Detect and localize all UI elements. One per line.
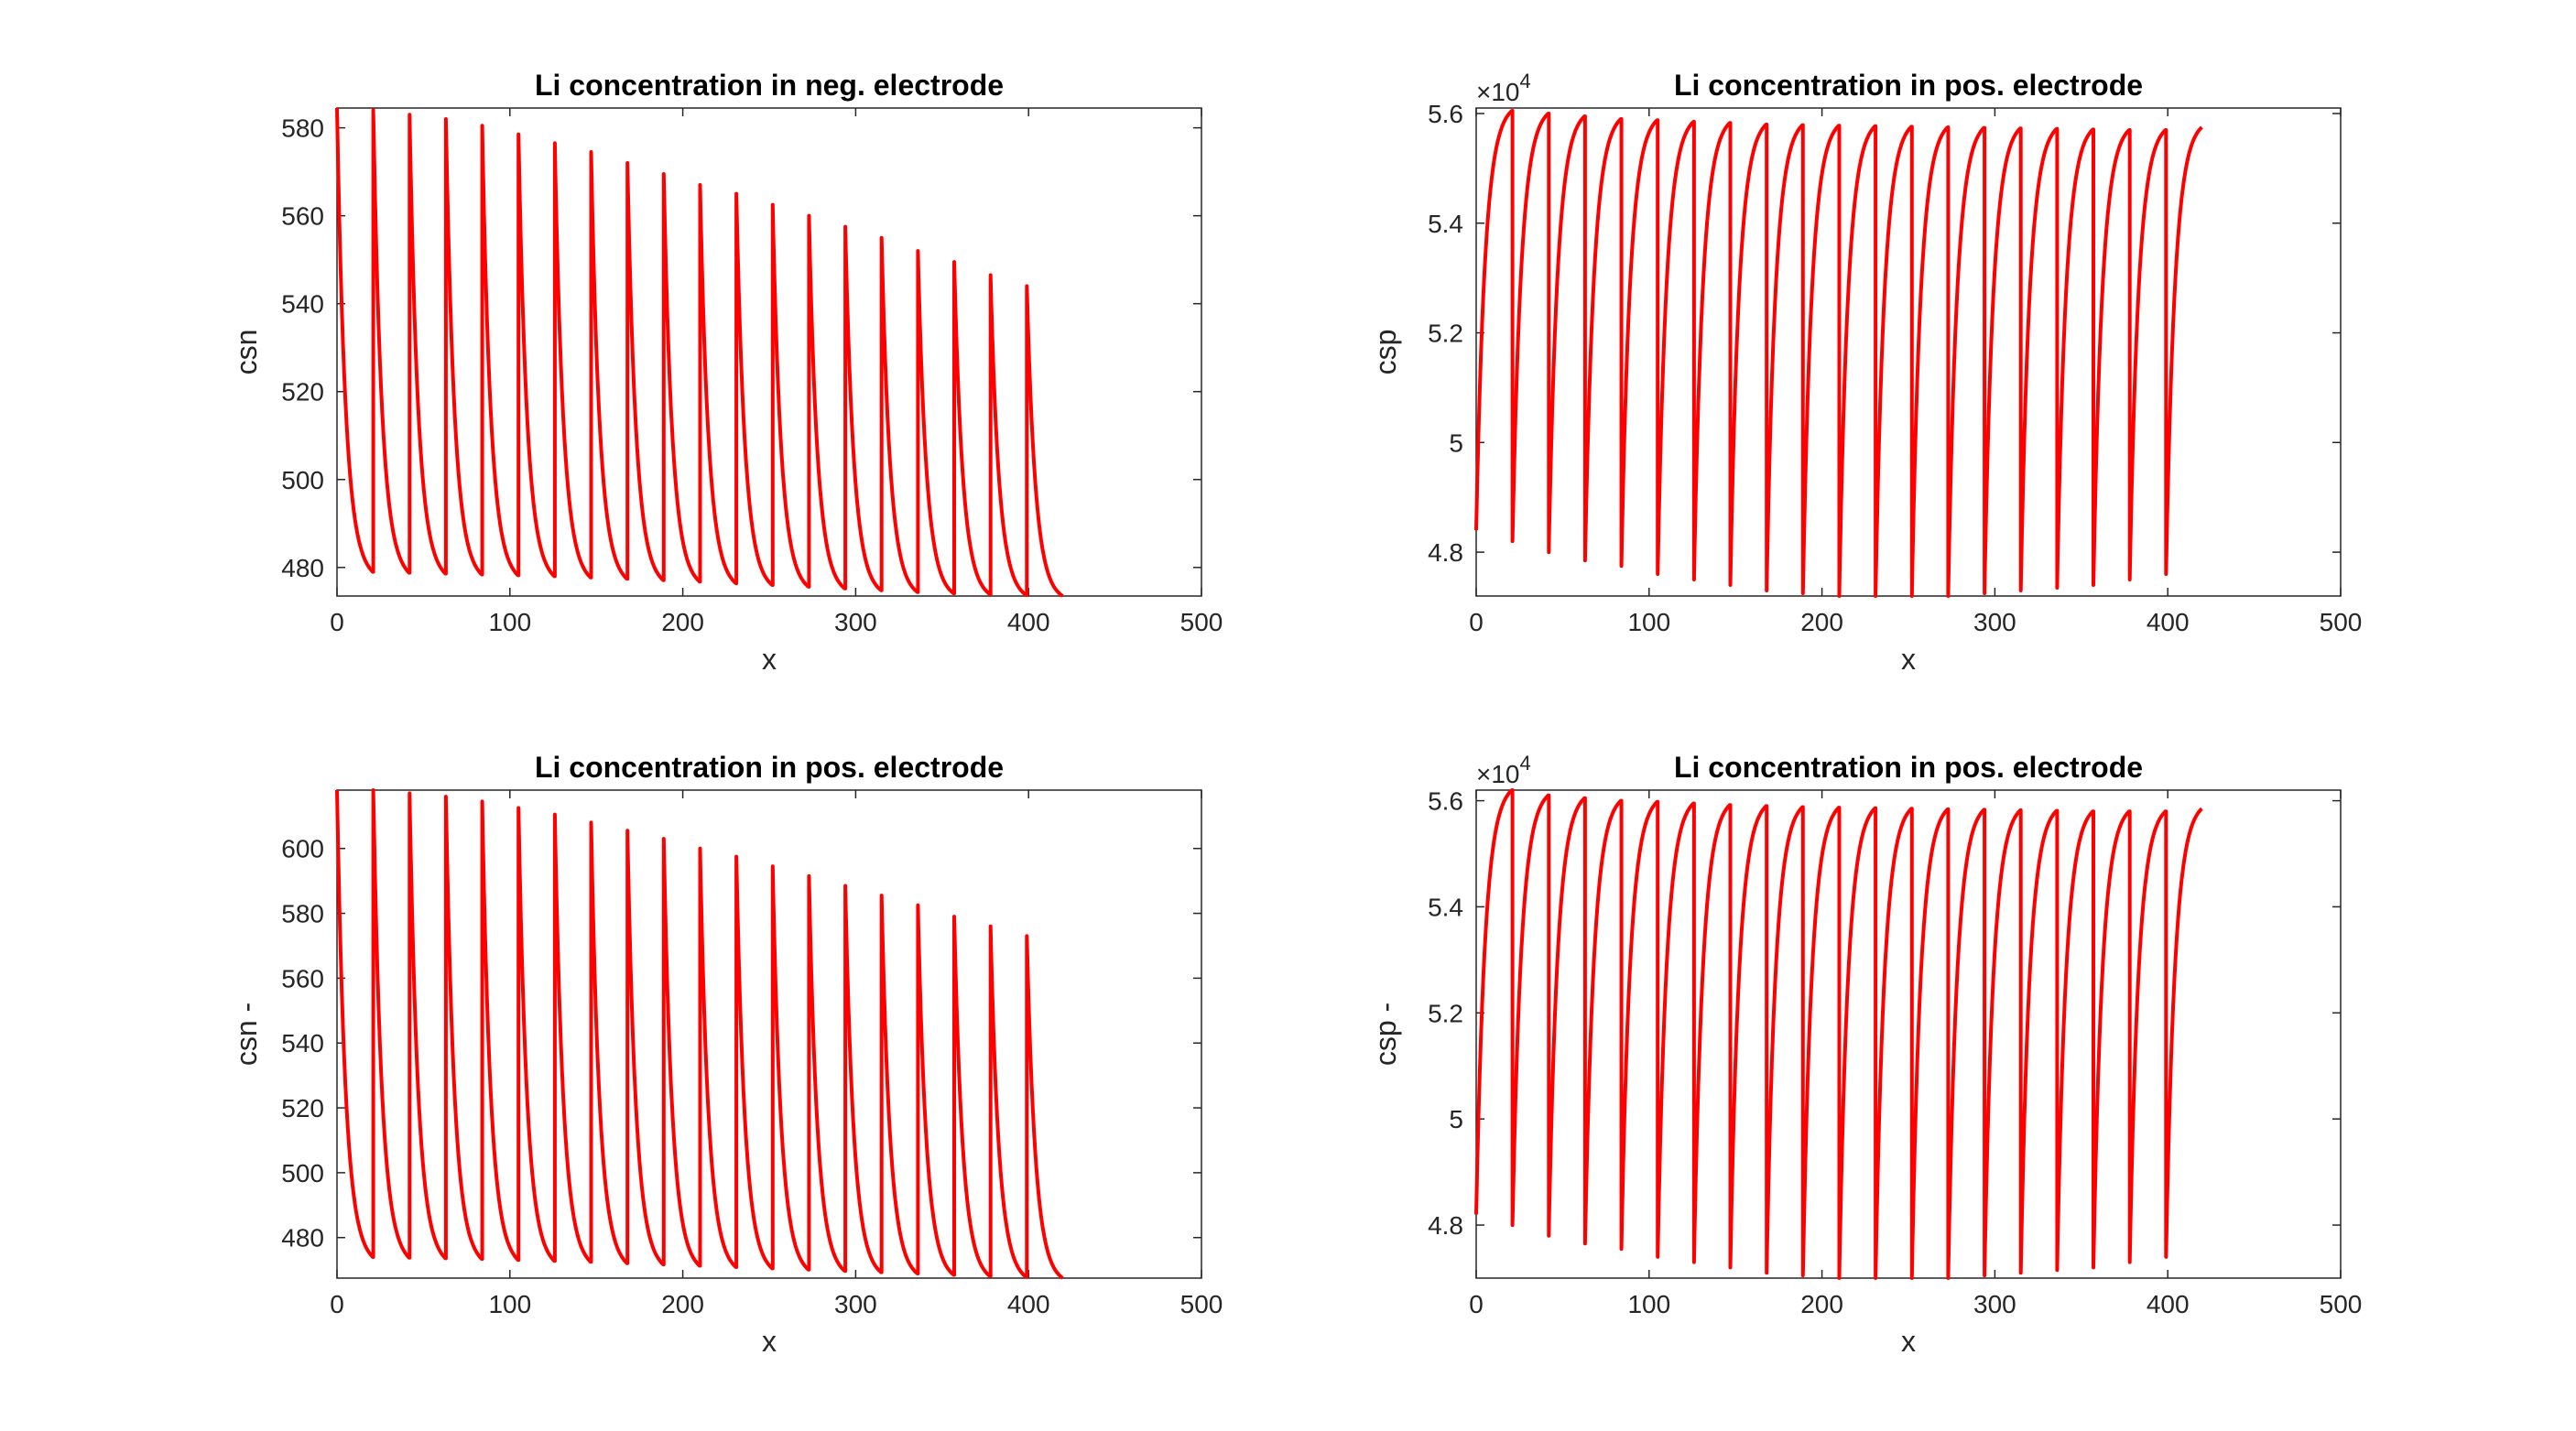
y-tick-label: 580: [281, 900, 324, 928]
x-tick-label: 0: [1469, 1290, 1484, 1318]
y-axis-label: csp -: [1369, 1003, 1402, 1066]
y-exponent-label: ×104: [1476, 752, 1531, 788]
chart-panel-top-right: 0 100 200 300 400 500 4.8 5 5.2 5.4 5.6 ×104 Li conc…: [1369, 69, 2362, 676]
axes-box: [1475, 107, 2342, 597]
y-tick-label: 560: [281, 964, 324, 992]
chart-panel-bottom-right: 0 100 200 300 400 500 4.8 5 5.2 5.4 5.6 ×104 Li conc…: [1369, 751, 2362, 1358]
y-tick-label: 520: [281, 378, 324, 407]
y-tick-label: 5.4: [1428, 893, 1463, 921]
axes-box: [336, 107, 1202, 597]
y-tick-label: 5.2: [1428, 999, 1463, 1027]
y-tick-label: 5: [1449, 1105, 1463, 1133]
chart-title: Li concentration in neg. electrode: [535, 69, 1004, 102]
x-axis-label: x: [762, 1325, 777, 1358]
x-axis-label: x: [1901, 643, 1916, 676]
x-tick-label: 200: [1800, 608, 1843, 636]
x-tick-label: 0: [330, 1290, 344, 1318]
y-tick-label: 5.2: [1428, 320, 1463, 348]
y-tick-label: 5: [1449, 428, 1463, 457]
series-line: [335, 788, 1064, 1280]
y-tick-label: 600: [281, 835, 324, 863]
x-tick-label: 300: [1973, 608, 2016, 636]
y-tick-label: 480: [281, 1224, 324, 1252]
y-exponent-label: ×104: [1476, 70, 1531, 106]
x-tick-label: 200: [661, 608, 704, 636]
y-tick-label: 580: [281, 114, 324, 143]
x-tick-label: 500: [1180, 1290, 1223, 1318]
chart-title: Li concentration in pos. electrode: [1674, 69, 2143, 102]
chart-title: Li concentration in pos. electrode: [1674, 751, 2143, 784]
y-tick-label: 4.8: [1428, 538, 1463, 567]
chart-panel-bottom-left: 0 100 200 300 400 500 480 500 520 540 560 580 600 Li …: [230, 751, 1223, 1358]
x-axis-label: x: [1901, 1325, 1916, 1358]
x-tick-label: 300: [1973, 1290, 2016, 1318]
x-tick-label: 400: [2147, 608, 2190, 636]
x-tick-label: 500: [2320, 1290, 2363, 1318]
series-line: [335, 107, 1064, 598]
y-tick-label: 500: [281, 466, 324, 494]
series-line: [1474, 109, 2203, 598]
y-tick-label: 5.6: [1428, 100, 1463, 128]
y-tick-label: 540: [281, 1029, 324, 1057]
y-axis-label: csn -: [230, 1003, 263, 1066]
y-tick-label: 4.8: [1428, 1211, 1463, 1240]
y-tick-label: 520: [281, 1094, 324, 1122]
x-tick-label: 500: [1180, 608, 1223, 636]
y-axis-label: csn: [230, 330, 263, 375]
series-line: [1474, 788, 2203, 1280]
x-tick-label: 200: [1800, 1290, 1843, 1318]
y-tick-label: 540: [281, 290, 324, 319]
x-tick-label: 400: [1007, 1290, 1050, 1318]
x-tick-label: 500: [2320, 608, 2363, 636]
y-tick-label: 500: [281, 1159, 324, 1187]
y-exponent-power: 4: [1520, 752, 1531, 775]
chart-panel-top-left: 0 100 200 300 400 500 480 500 520 540 560 580 Li con…: [230, 69, 1223, 676]
axes-box: [336, 789, 1202, 1279]
x-tick-label: 200: [661, 1290, 704, 1318]
x-tick-label: 400: [2147, 1290, 2190, 1318]
x-axis-label: x: [762, 643, 777, 676]
x-tick-label: 100: [488, 1290, 531, 1318]
x-tick-label: 400: [1007, 608, 1050, 636]
y-tick-label: 480: [281, 554, 324, 582]
axes-box: [1475, 789, 2342, 1279]
chart-title: Li concentration in pos. electrode: [535, 751, 1004, 784]
x-tick-label: 100: [1627, 1290, 1670, 1318]
y-exponent-power: 4: [1520, 70, 1531, 92]
x-tick-label: 100: [488, 608, 531, 636]
x-tick-label: 300: [834, 608, 877, 636]
x-tick-label: 0: [330, 608, 344, 636]
y-tick-label: 5.6: [1428, 787, 1463, 816]
y-tick-label: 5.4: [1428, 210, 1463, 238]
x-tick-label: 0: [1469, 608, 1484, 636]
x-tick-label: 100: [1627, 608, 1670, 636]
y-tick-label: 560: [281, 202, 324, 231]
y-axis-label: csp: [1369, 330, 1402, 375]
x-tick-label: 300: [834, 1290, 877, 1318]
